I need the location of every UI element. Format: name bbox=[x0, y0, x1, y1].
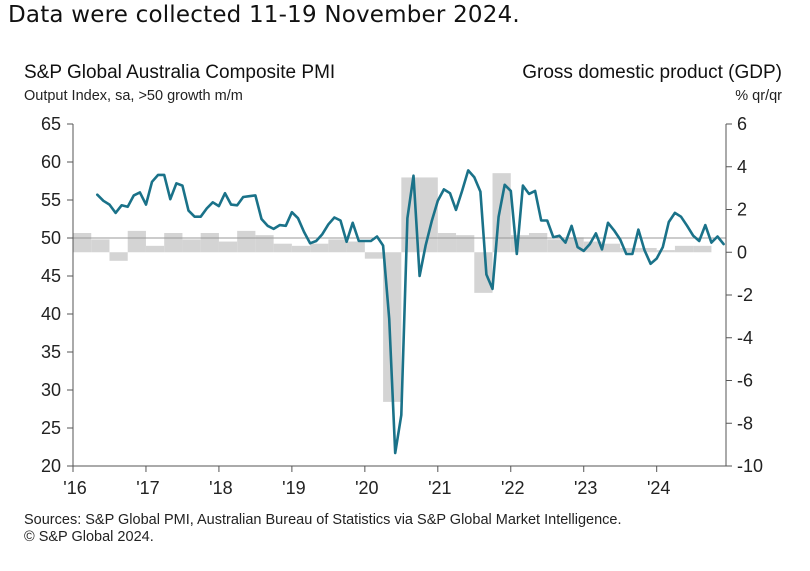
gdp-bar bbox=[328, 239, 347, 253]
gdp-bar bbox=[364, 252, 384, 259]
pmi-subtitle: Output Index, sa, >50 growth m/m bbox=[24, 88, 243, 104]
x-tick-label: '19 bbox=[282, 478, 305, 498]
left-tick-label: 20 bbox=[41, 456, 61, 476]
right-tick-label: 6 bbox=[737, 114, 747, 134]
left-tick-label: 40 bbox=[41, 304, 61, 324]
x-tick-label: '22 bbox=[501, 478, 524, 498]
right-tick-label: 2 bbox=[737, 200, 747, 220]
gdp-bar bbox=[620, 247, 639, 253]
gdp-bar bbox=[674, 245, 694, 253]
pmi-line-group bbox=[96, 169, 725, 455]
gdp-bar bbox=[601, 243, 621, 253]
gdp-bar bbox=[109, 252, 128, 261]
pmi-line bbox=[96, 169, 725, 455]
x-tick-label: '24 bbox=[647, 478, 670, 498]
gdp-bar bbox=[693, 245, 712, 253]
gdp-bar bbox=[638, 247, 657, 253]
gdp-bar bbox=[529, 233, 548, 253]
gdp-title: Gross domestic product (GDP) bbox=[522, 62, 782, 83]
gdp-bar bbox=[474, 252, 493, 293]
gdp-unit: % qr/qr bbox=[735, 88, 782, 104]
right-tick-label: -2 bbox=[737, 285, 753, 305]
gdp-bar bbox=[583, 241, 602, 253]
gdp-bar bbox=[310, 243, 329, 253]
gdp-bar bbox=[547, 239, 566, 253]
source-note: Sources: S&P Global PMI, Australian Bure… bbox=[24, 512, 621, 546]
gdp-bar bbox=[255, 235, 274, 253]
gdp-bar bbox=[91, 239, 110, 253]
copyright-text: © S&P Global 2024. bbox=[24, 529, 154, 545]
right-tick-label: 0 bbox=[737, 242, 747, 262]
left-tick-label: 45 bbox=[41, 266, 61, 286]
x-tick-label: '21 bbox=[428, 478, 451, 498]
collection-note: Data were collected 11-19 November 2024. bbox=[8, 2, 520, 28]
left-tick-label: 65 bbox=[41, 114, 61, 134]
x-tick-label: '17 bbox=[136, 478, 159, 498]
right-tick-label: 4 bbox=[737, 157, 747, 177]
gdp-bar bbox=[145, 245, 165, 253]
source-text: Sources: S&P Global PMI, Australian Bure… bbox=[24, 512, 622, 528]
right-tick-label: -6 bbox=[737, 371, 753, 391]
gdp-bar bbox=[164, 233, 183, 253]
gdp-bar bbox=[200, 233, 219, 253]
gdp-bar bbox=[73, 233, 92, 253]
gdp-bar bbox=[291, 245, 311, 253]
left-tick-label: 50 bbox=[41, 228, 61, 248]
tick-labels: 20 25 30 35 40 45 50 55 60 65 -10 -8 -6 -4 -2 0 2 4 6 '16 '1… bbox=[41, 114, 763, 498]
pmi-title: S&P Global Australia Composite PMI bbox=[24, 62, 336, 83]
axes bbox=[67, 123, 732, 472]
gdp-bar bbox=[273, 243, 292, 253]
right-tick-label: -4 bbox=[737, 328, 753, 348]
gdp-bar bbox=[456, 235, 475, 253]
right-tick-label: -8 bbox=[737, 413, 753, 433]
left-tick-label: 30 bbox=[41, 380, 61, 400]
gdp-bars bbox=[73, 173, 712, 402]
gdp-bar bbox=[437, 233, 457, 253]
x-tick-label: '16 bbox=[63, 478, 86, 498]
gdp-bar bbox=[182, 239, 201, 253]
gdp-bar bbox=[492, 173, 511, 253]
gdp-bar bbox=[656, 250, 675, 253]
x-tick-label: '23 bbox=[574, 478, 597, 498]
left-tick-label: 25 bbox=[41, 418, 61, 438]
x-tick-label: '20 bbox=[355, 478, 378, 498]
gdp-bar bbox=[218, 241, 238, 253]
left-tick-label: 35 bbox=[41, 342, 61, 362]
left-tick-label: 55 bbox=[41, 190, 61, 210]
gdp-bar bbox=[237, 230, 256, 253]
right-tick-label: -10 bbox=[737, 456, 763, 476]
left-tick-label: 60 bbox=[41, 152, 61, 172]
x-tick-label: '18 bbox=[209, 478, 232, 498]
gdp-bar bbox=[127, 230, 146, 253]
gdp-bar bbox=[419, 177, 438, 253]
gdp-bar bbox=[346, 241, 365, 253]
